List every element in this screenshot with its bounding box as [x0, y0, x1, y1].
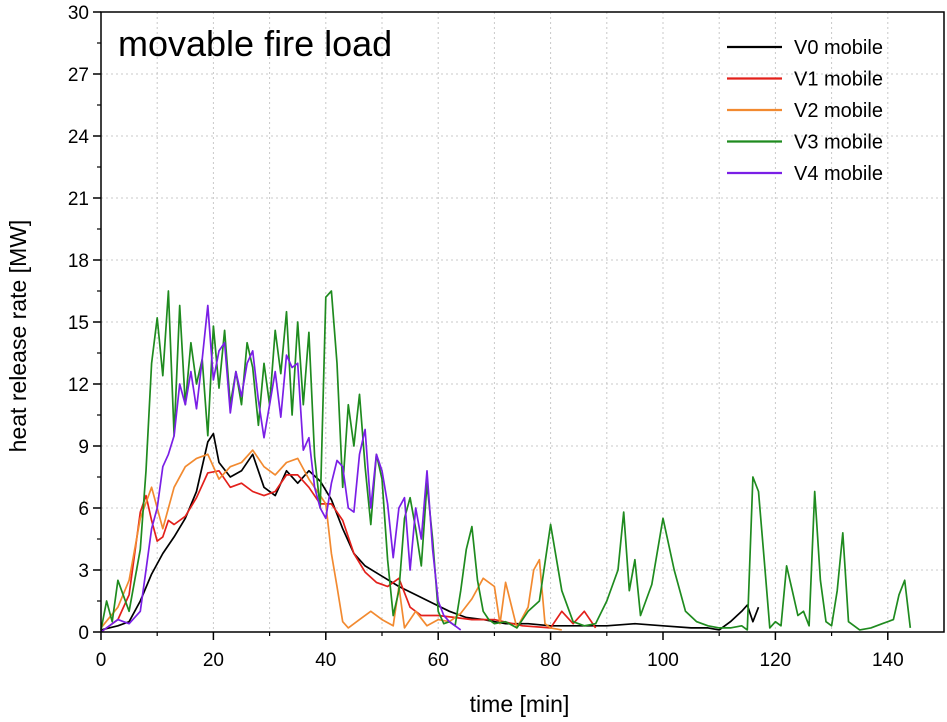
legend: V0 mobile V1 mobile V2 mobile V3 mobile V4 m… [727, 37, 883, 185]
x-tick-label: 120 [760, 650, 792, 671]
y-tick-label: 27 [68, 65, 89, 86]
y-tick-label: 15 [68, 313, 89, 334]
legend-label: V2 mobile [794, 100, 883, 122]
x-tick-label: 80 [540, 650, 561, 671]
chart-title: movable fire load [118, 23, 392, 64]
series-lines [100, 290, 912, 633]
x-tick-label: 20 [203, 650, 224, 671]
legend-label: V4 mobile [794, 163, 883, 185]
series-line-v2-mobile [100, 449, 562, 631]
y-tick-label: 18 [68, 251, 89, 272]
y-tick-label: 0 [78, 623, 89, 644]
series-line-v4-mobile [100, 304, 462, 633]
x-tick-label: 100 [647, 650, 679, 671]
series-line-v3-mobile [100, 290, 912, 631]
y-tick-label: 3 [78, 561, 89, 582]
y-tick-label: 6 [78, 499, 89, 520]
x-tick-label: 140 [872, 650, 904, 671]
y-tick-label: 30 [68, 3, 89, 24]
y-tick-label: 24 [68, 127, 90, 148]
legend-label: V0 mobile [794, 37, 883, 59]
x-axis-title: time [min] [470, 691, 570, 717]
y-tick-label: 9 [78, 437, 89, 458]
y-tick-label: 21 [68, 189, 89, 210]
y-axis-title: heat release rate [MW] [5, 220, 31, 453]
axis-ticks [93, 11, 889, 640]
x-tick-label: 60 [428, 650, 449, 671]
x-tick-label: 40 [315, 650, 336, 671]
tick-labels: 0 20 40 60 80 100 120 140 0 3 6 9 12 15 18 21 24 27 30 [68, 3, 904, 671]
x-tick-label: 0 [96, 650, 107, 671]
legend-label: V1 mobile [794, 69, 883, 91]
y-tick-label: 12 [68, 375, 89, 396]
legend-label: V3 mobile [794, 132, 883, 154]
series-line-v1-mobile [100, 469, 597, 633]
